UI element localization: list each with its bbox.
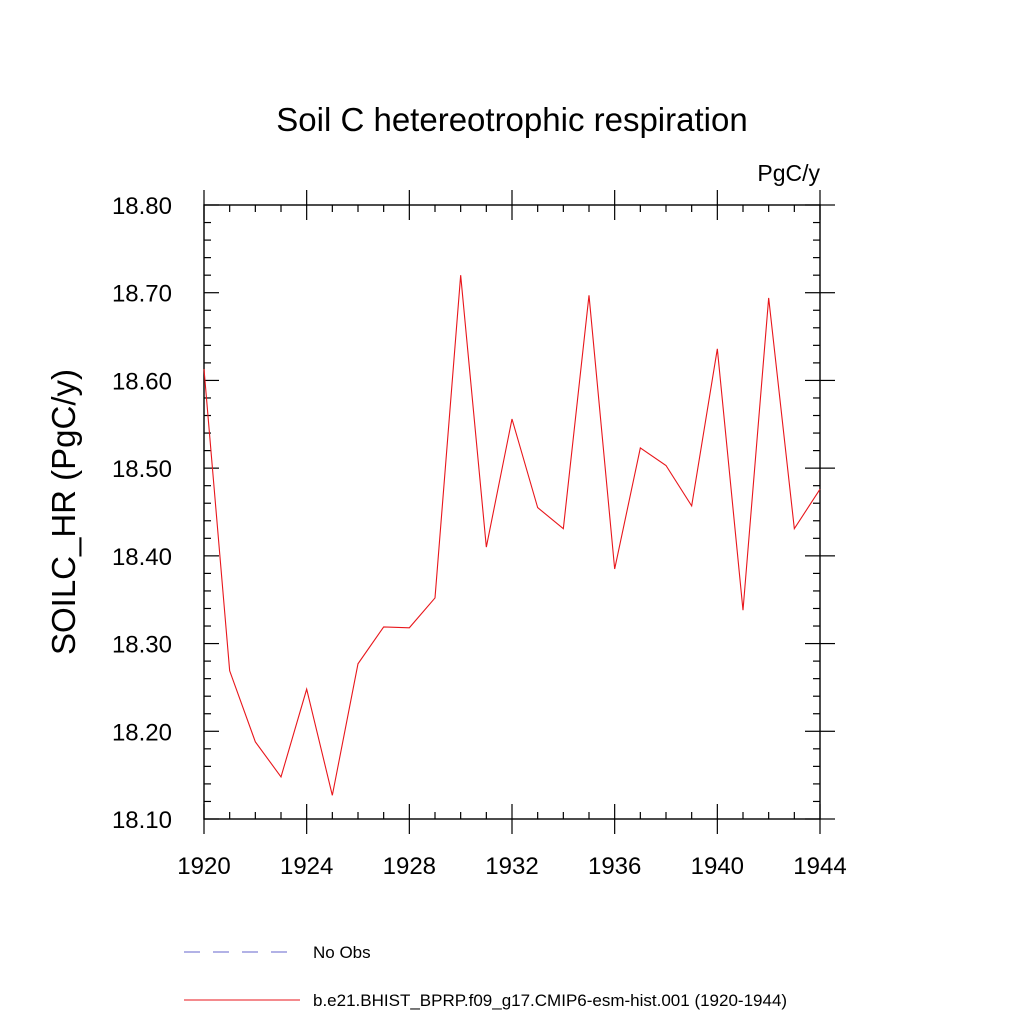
x-tick-label: 1940 [691,853,744,880]
units-label: PgC/y [757,160,820,186]
plot-frame [203,204,821,820]
data-point [280,776,281,777]
series-layer [203,275,821,796]
data-point [332,795,333,796]
y-tick-label: 18.70 [112,281,172,308]
data-point [255,741,256,742]
data-point [742,610,743,611]
y-tick-label: 18.50 [112,456,172,483]
data-point [511,418,512,419]
data-point [794,528,795,529]
y-axis-label: SOILC_HR (PgC/y) [45,369,82,655]
y-tick-label: 18.60 [112,368,172,395]
x-tick-label: 1932 [485,853,538,880]
data-point [357,663,358,664]
chart-title: Soil C hetereotrophic respiration [276,101,747,138]
data-point [691,505,692,506]
data-point [717,348,718,349]
data-point [588,295,589,296]
data-point [614,568,615,569]
data-point [563,528,564,529]
x-tick-label: 1936 [588,853,641,880]
major-ticks [203,190,835,834]
legend-label-no-obs: No Obs [313,943,371,962]
data-point [640,447,641,448]
data-point [434,597,435,598]
y-tick-label: 18.80 [112,193,172,220]
legend: No Obs b.e21.BHIST_BPRP.f09_g17.CMIP6-esm… [184,943,787,1010]
x-tick-label: 1944 [793,853,846,880]
data-point [203,368,204,369]
y-tick-label: 18.40 [112,544,172,571]
x-tick-labels: 1920 1924 1928 1932 1936 1940 1944 [177,853,846,880]
y-tick-label: 18.10 [112,807,172,834]
y-tick-label: 18.30 [112,632,172,659]
minor-ticks [204,205,820,819]
data-point [768,297,769,298]
data-point [486,546,487,547]
legend-label-series: b.e21.BHIST_BPRP.f09_g17.CMIP6-esm-hist.… [313,991,787,1010]
data-point [537,507,538,508]
y-tick-label: 18.20 [112,719,172,746]
data-point [460,275,461,276]
data-point [819,489,820,490]
series-line [203,275,821,796]
data-point [229,670,230,671]
x-tick-label: 1928 [383,853,436,880]
y-tick-labels: 18.10 18.20 18.30 18.40 18.50 18.60 18.70 18.80 [112,193,172,834]
data-point [306,689,307,690]
data-point [409,627,410,628]
x-tick-label: 1924 [280,853,333,880]
data-point [665,465,666,466]
data-point [383,626,384,627]
x-tick-label: 1920 [177,853,230,880]
